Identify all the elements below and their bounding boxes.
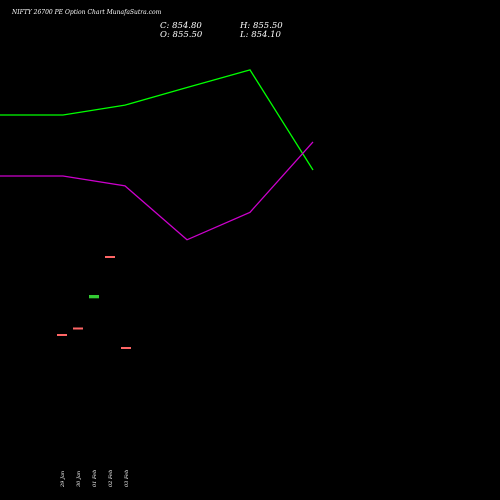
- x-tick-label: 02 Feb: [108, 470, 114, 487]
- open-value: O: 855.50: [160, 30, 203, 40]
- upper-band-line: [0, 69, 314, 171]
- x-tick-label: 30 Jan: [76, 471, 82, 487]
- x-tick-label: 03 Feb: [124, 470, 130, 487]
- x-tick-label: 01 Feb: [92, 470, 98, 487]
- candle-02-feb: [105, 256, 115, 258]
- lower-band-line: [0, 141, 314, 241]
- candle-29-jan: [57, 334, 67, 336]
- candle-30-jan: [73, 327, 83, 330]
- candle-03-feb: [121, 347, 131, 349]
- plot-area: 29 Jan 30 Jan 01 Feb 02 Feb 03 Feb: [0, 69, 314, 488]
- low-value: L: 854.10: [239, 30, 282, 40]
- high-value: H: 855.50: [239, 21, 283, 31]
- x-tick-label: 29 Jan: [60, 471, 66, 488]
- close-value: C: 854.80: [160, 21, 202, 31]
- candle-01-feb: [89, 295, 99, 299]
- chart-title: NIFTY 26700 PE Option Chart MunafaSutra.…: [11, 9, 162, 16]
